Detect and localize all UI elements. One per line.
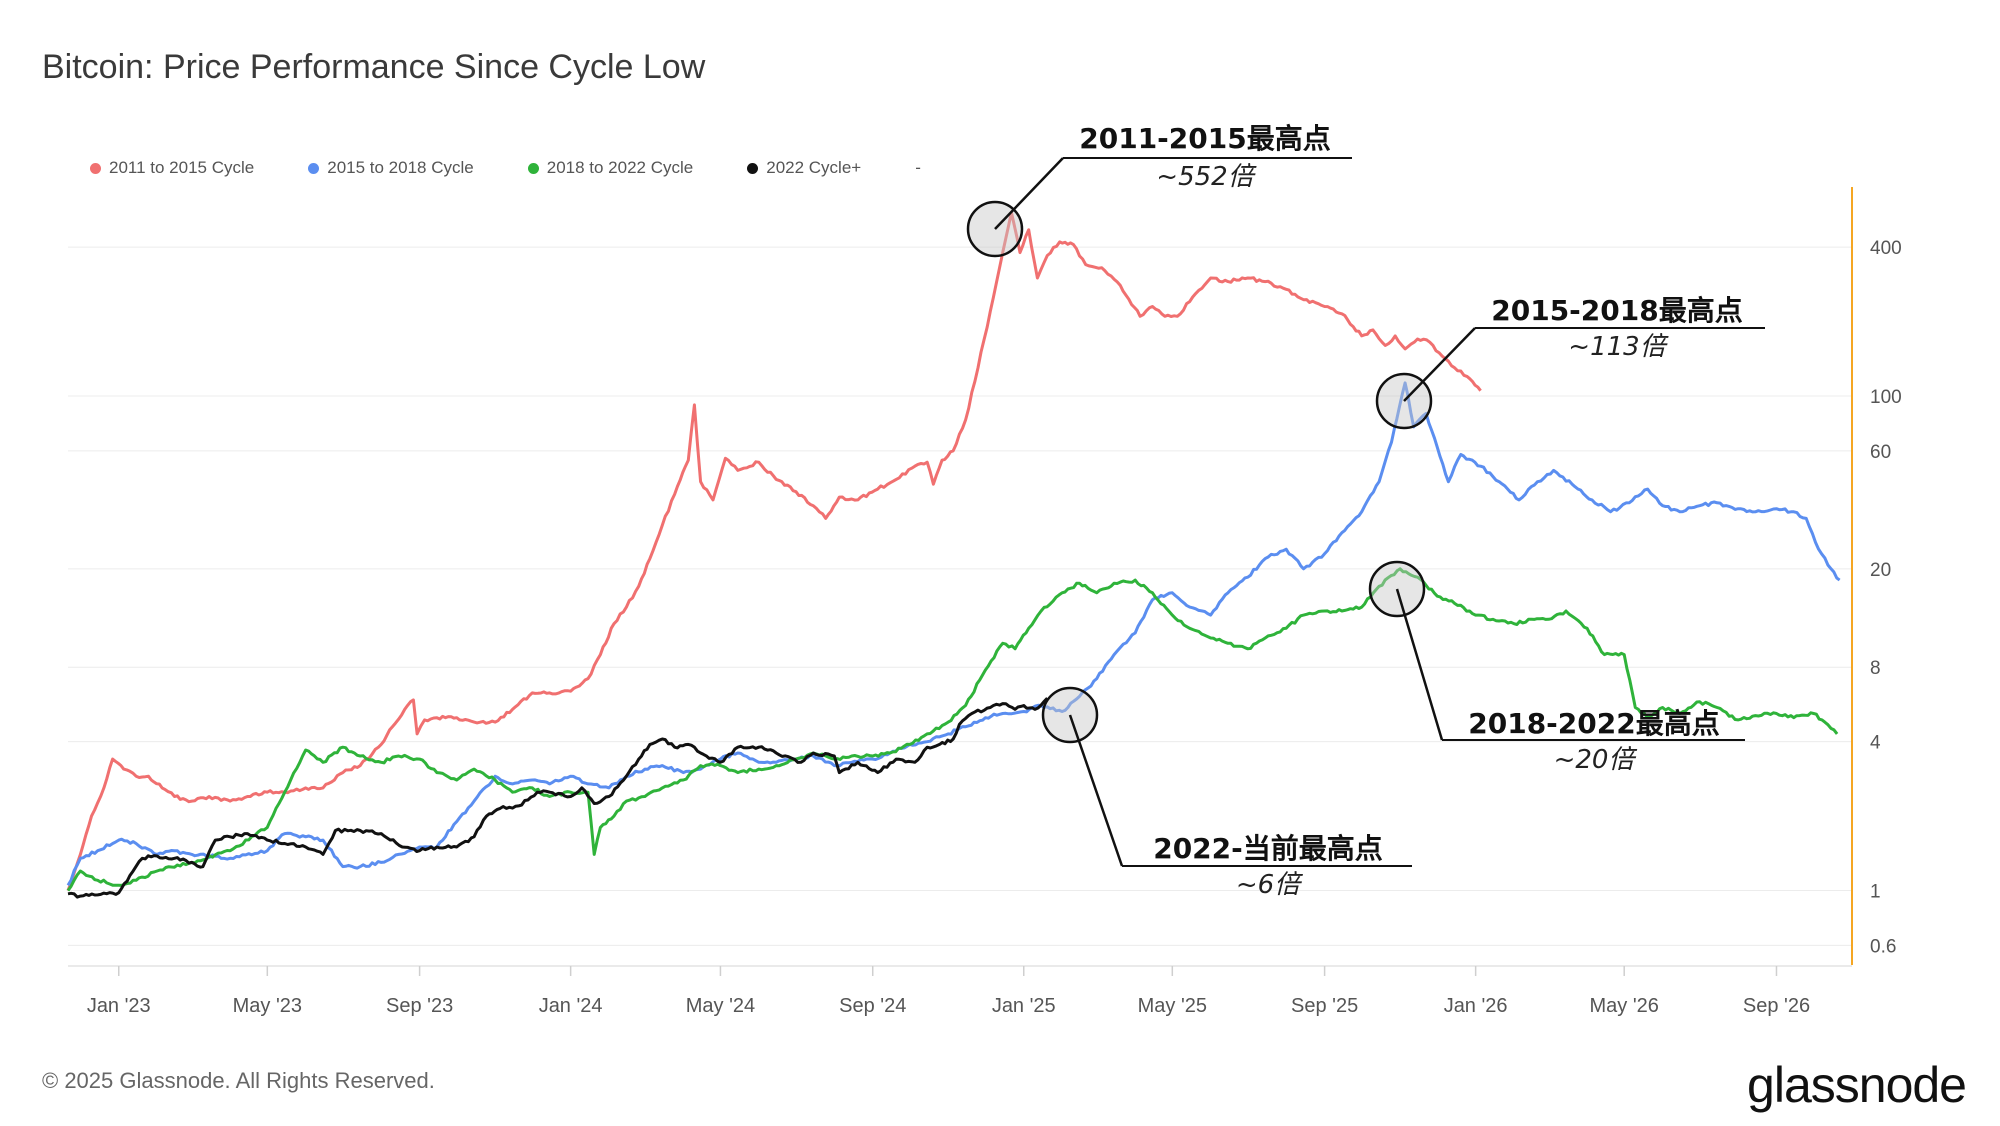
callout-line — [1068, 714, 1124, 867]
callout-line — [1403, 327, 1476, 402]
x-tick-label: Sep '25 — [1291, 995, 1358, 1017]
legend-dot-icon — [90, 162, 101, 174]
callout-line — [1395, 588, 1444, 741]
legend: 2011 to 2015 Cycle 2015 to 2018 Cycle 20… — [90, 156, 975, 180]
y-tick-label: 0.6 — [1870, 936, 1896, 957]
annotation-2018-2022: 2018-2022最高点 ~20倍 — [1368, 560, 1745, 775]
y-tick-label: 100 — [1870, 387, 1902, 408]
annotation-value: ~20倍 — [1554, 745, 1638, 775]
y-tick-label: 60 — [1870, 442, 1891, 463]
legend-item-2011-2015[interactable]: 2011 to 2015 Cycle — [90, 158, 254, 178]
y-tick-label: 4 — [1870, 733, 1881, 754]
x-tick-label: Jan '24 — [539, 995, 603, 1017]
x-tick-label: Sep '23 — [386, 995, 453, 1017]
annotations: 2011-2015最高点 ~552倍 2015-2018最高点 ~113倍 2018-2… — [966, 122, 1765, 900]
x-tick-label: Jan '26 — [1444, 995, 1508, 1017]
legend-item-2018-2022[interactable]: 2018 to 2022 Cycle — [527, 158, 694, 178]
series-2022-plus-line — [67, 697, 1049, 899]
x-tick-label: Jan '23 — [87, 995, 151, 1017]
x-axis-ticks: Jan '23 May '23 Sep '23 Jan '24 May '24 Sep '… — [87, 966, 1810, 1017]
callout-line — [994, 157, 1064, 230]
y-tick-label: 400 — [1870, 238, 1902, 259]
annotation-2011-2015: 2011-2015最高点 ~552倍 — [966, 122, 1352, 258]
annotation-label: 2011-2015最高点 — [1079, 122, 1330, 155]
y-axis-ticks: 0.6 1 4 8 20 60 100 400 — [1870, 238, 1902, 957]
x-tick-label: Sep '26 — [1743, 995, 1810, 1017]
legend-label: 2015 to 2018 Cycle — [327, 158, 474, 177]
legend-dot-icon — [747, 162, 759, 174]
x-tick-label: May '25 — [1138, 995, 1207, 1017]
x-tick-label: May '24 — [686, 995, 755, 1017]
legend-dot-icon — [527, 162, 539, 174]
annotation-label: 2015-2018最高点 — [1491, 294, 1742, 327]
legend-label: 2011 to 2015 Cycle — [109, 158, 255, 177]
annotation-label: 2018-2022最高点 — [1468, 707, 1719, 740]
annotation-value: ~113倍 — [1568, 332, 1668, 362]
legend-label: 2018 to 2022 Cycle — [546, 158, 694, 177]
y-tick-label: 20 — [1870, 560, 1891, 581]
legend-label: 2022 Cycle+ — [766, 158, 862, 177]
copyright-text: © 2025 Glassnode. All Rights Reserved. — [42, 1068, 435, 1093]
glassnode-logo: glassnode — [1747, 1057, 1967, 1113]
legend-item-2015-2018[interactable]: 2015 to 2018 Cycle — [308, 158, 474, 178]
legend-dot-icon — [308, 162, 320, 174]
x-tick-label: May '23 — [233, 995, 302, 1017]
chart-title: Bitcoin: Price Performance Since Cycle L… — [42, 48, 706, 86]
series-2015-2018-line — [66, 381, 1841, 887]
y-tick-label: 1 — [1870, 882, 1881, 903]
x-tick-label: May '26 — [1589, 995, 1658, 1017]
series-2018-2022-line — [66, 567, 1839, 892]
x-tick-label: Jan '25 — [992, 995, 1056, 1017]
legend-item-extra: - — [915, 158, 921, 178]
legend-extra-dash: - — [915, 158, 921, 177]
annotation-2022-current: 2022-当前最高点 ~6倍 — [1041, 686, 1412, 900]
annotation-label: 2022-当前最高点 — [1153, 832, 1383, 865]
annotation-2015-2018: 2015-2018最高点 ~113倍 — [1375, 294, 1765, 430]
series-lines — [66, 211, 1841, 899]
series-2011-2015-line — [66, 211, 1482, 892]
y-tick-label: 8 — [1870, 658, 1881, 679]
x-tick-label: Sep '24 — [839, 995, 906, 1017]
gridlines — [68, 246, 1852, 946]
legend-item-2022-plus[interactable]: 2022 Cycle+ — [747, 158, 861, 178]
annotation-value: ~552倍 — [1156, 162, 1256, 192]
annotation-value: ~6倍 — [1236, 870, 1303, 900]
